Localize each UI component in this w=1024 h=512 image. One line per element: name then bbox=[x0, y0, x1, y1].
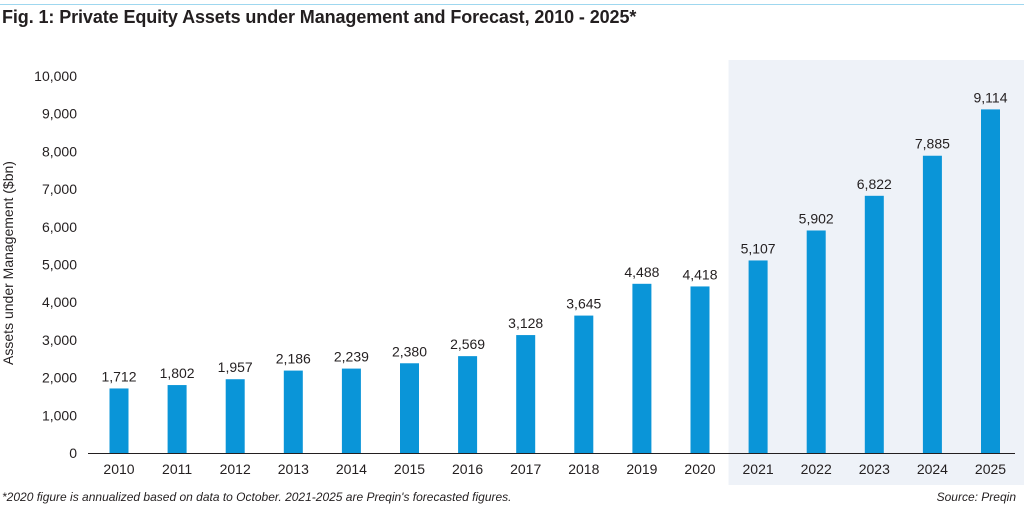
value-label: 2,186 bbox=[276, 351, 311, 367]
value-label: 9,114 bbox=[974, 89, 1008, 105]
bar bbox=[458, 356, 478, 453]
bar-chart: 0 1,000 2,000 3,000 4,000 5,000 6,000 7,000 8,00… bbox=[0, 60, 1024, 485]
bar bbox=[864, 195, 884, 453]
footnote: *2020 figure is annualized based on data… bbox=[2, 490, 512, 504]
y-axis-label: Assets under Management ($bn) bbox=[0, 161, 16, 365]
y-tick-label: 5,000 bbox=[42, 257, 77, 273]
y-tick-label: 2,000 bbox=[42, 370, 77, 386]
bars bbox=[109, 109, 1000, 454]
x-axis-ticks: 2010 2011 2012 2013 2014 2015 2016 2017 2018 2019… bbox=[103, 461, 1006, 477]
value-labels: 1,712 1,802 1,957 2,186 2,239 2,380 2,569 3,128… bbox=[101, 89, 1007, 384]
value-label: 5,902 bbox=[799, 210, 834, 226]
value-label: 7,885 bbox=[915, 136, 950, 152]
bar bbox=[400, 363, 419, 453]
y-tick-label: 8,000 bbox=[42, 143, 77, 159]
value-label: 6,822 bbox=[857, 176, 892, 192]
value-label: 5,107 bbox=[741, 240, 776, 256]
y-tick-label: 10,000 bbox=[34, 68, 77, 84]
x-tick-label: 2021 bbox=[743, 461, 774, 477]
x-tick-label: 2014 bbox=[336, 461, 367, 477]
bar bbox=[225, 379, 245, 453]
value-label: 1,957 bbox=[218, 359, 253, 375]
bar bbox=[690, 286, 710, 453]
x-tick-label: 2016 bbox=[452, 461, 483, 477]
x-tick-label: 2018 bbox=[568, 461, 599, 477]
bar bbox=[167, 385, 187, 453]
y-tick-label: 9,000 bbox=[42, 106, 77, 122]
x-tick-label: 2011 bbox=[162, 461, 192, 477]
x-tick-label: 2015 bbox=[394, 461, 425, 477]
bar bbox=[748, 260, 768, 453]
x-tick-label: 2025 bbox=[975, 461, 1006, 477]
y-tick-label: 3,000 bbox=[42, 332, 77, 348]
bar bbox=[516, 335, 536, 453]
bar bbox=[981, 109, 1000, 454]
y-tick-label: 0 bbox=[69, 445, 77, 461]
bar bbox=[341, 368, 361, 453]
bar bbox=[806, 230, 826, 453]
x-tick-label: 2017 bbox=[510, 461, 541, 477]
value-label: 3,645 bbox=[566, 296, 601, 312]
bar bbox=[922, 155, 942, 453]
y-tick-label: 7,000 bbox=[42, 181, 77, 197]
x-tick-label: 2012 bbox=[220, 461, 251, 477]
top-rule bbox=[0, 4, 1024, 5]
y-tick-label: 4,000 bbox=[42, 294, 77, 310]
y-tick-label: 1,000 bbox=[42, 407, 77, 423]
value-label: 1,712 bbox=[101, 368, 136, 384]
y-tick-label: 6,000 bbox=[42, 219, 77, 235]
value-label: 3,128 bbox=[508, 315, 543, 331]
bar bbox=[109, 388, 129, 453]
x-tick-label: 2020 bbox=[684, 461, 715, 477]
x-tick-label: 2013 bbox=[278, 461, 309, 477]
value-label: 2,380 bbox=[392, 343, 427, 359]
x-tick-label: 2023 bbox=[859, 461, 890, 477]
bar bbox=[574, 315, 594, 453]
bar bbox=[632, 283, 652, 453]
source-note: Source: Preqin bbox=[936, 490, 1016, 504]
value-label: 4,418 bbox=[682, 266, 717, 282]
y-axis-ticks: 0 1,000 2,000 3,000 4,000 5,000 6,000 7,000 8,00… bbox=[34, 68, 77, 461]
value-label: 4,488 bbox=[624, 264, 659, 280]
value-label: 2,569 bbox=[450, 336, 485, 352]
value-label: 2,239 bbox=[334, 349, 369, 365]
x-tick-label: 2022 bbox=[801, 461, 832, 477]
x-tick-label: 2010 bbox=[103, 461, 134, 477]
x-tick-label: 2019 bbox=[626, 461, 657, 477]
x-tick-label: 2024 bbox=[917, 461, 948, 477]
value-label: 1,802 bbox=[160, 365, 195, 381]
bar bbox=[283, 370, 303, 453]
chart-title: Fig. 1: Private Equity Assets under Mana… bbox=[2, 7, 637, 27]
